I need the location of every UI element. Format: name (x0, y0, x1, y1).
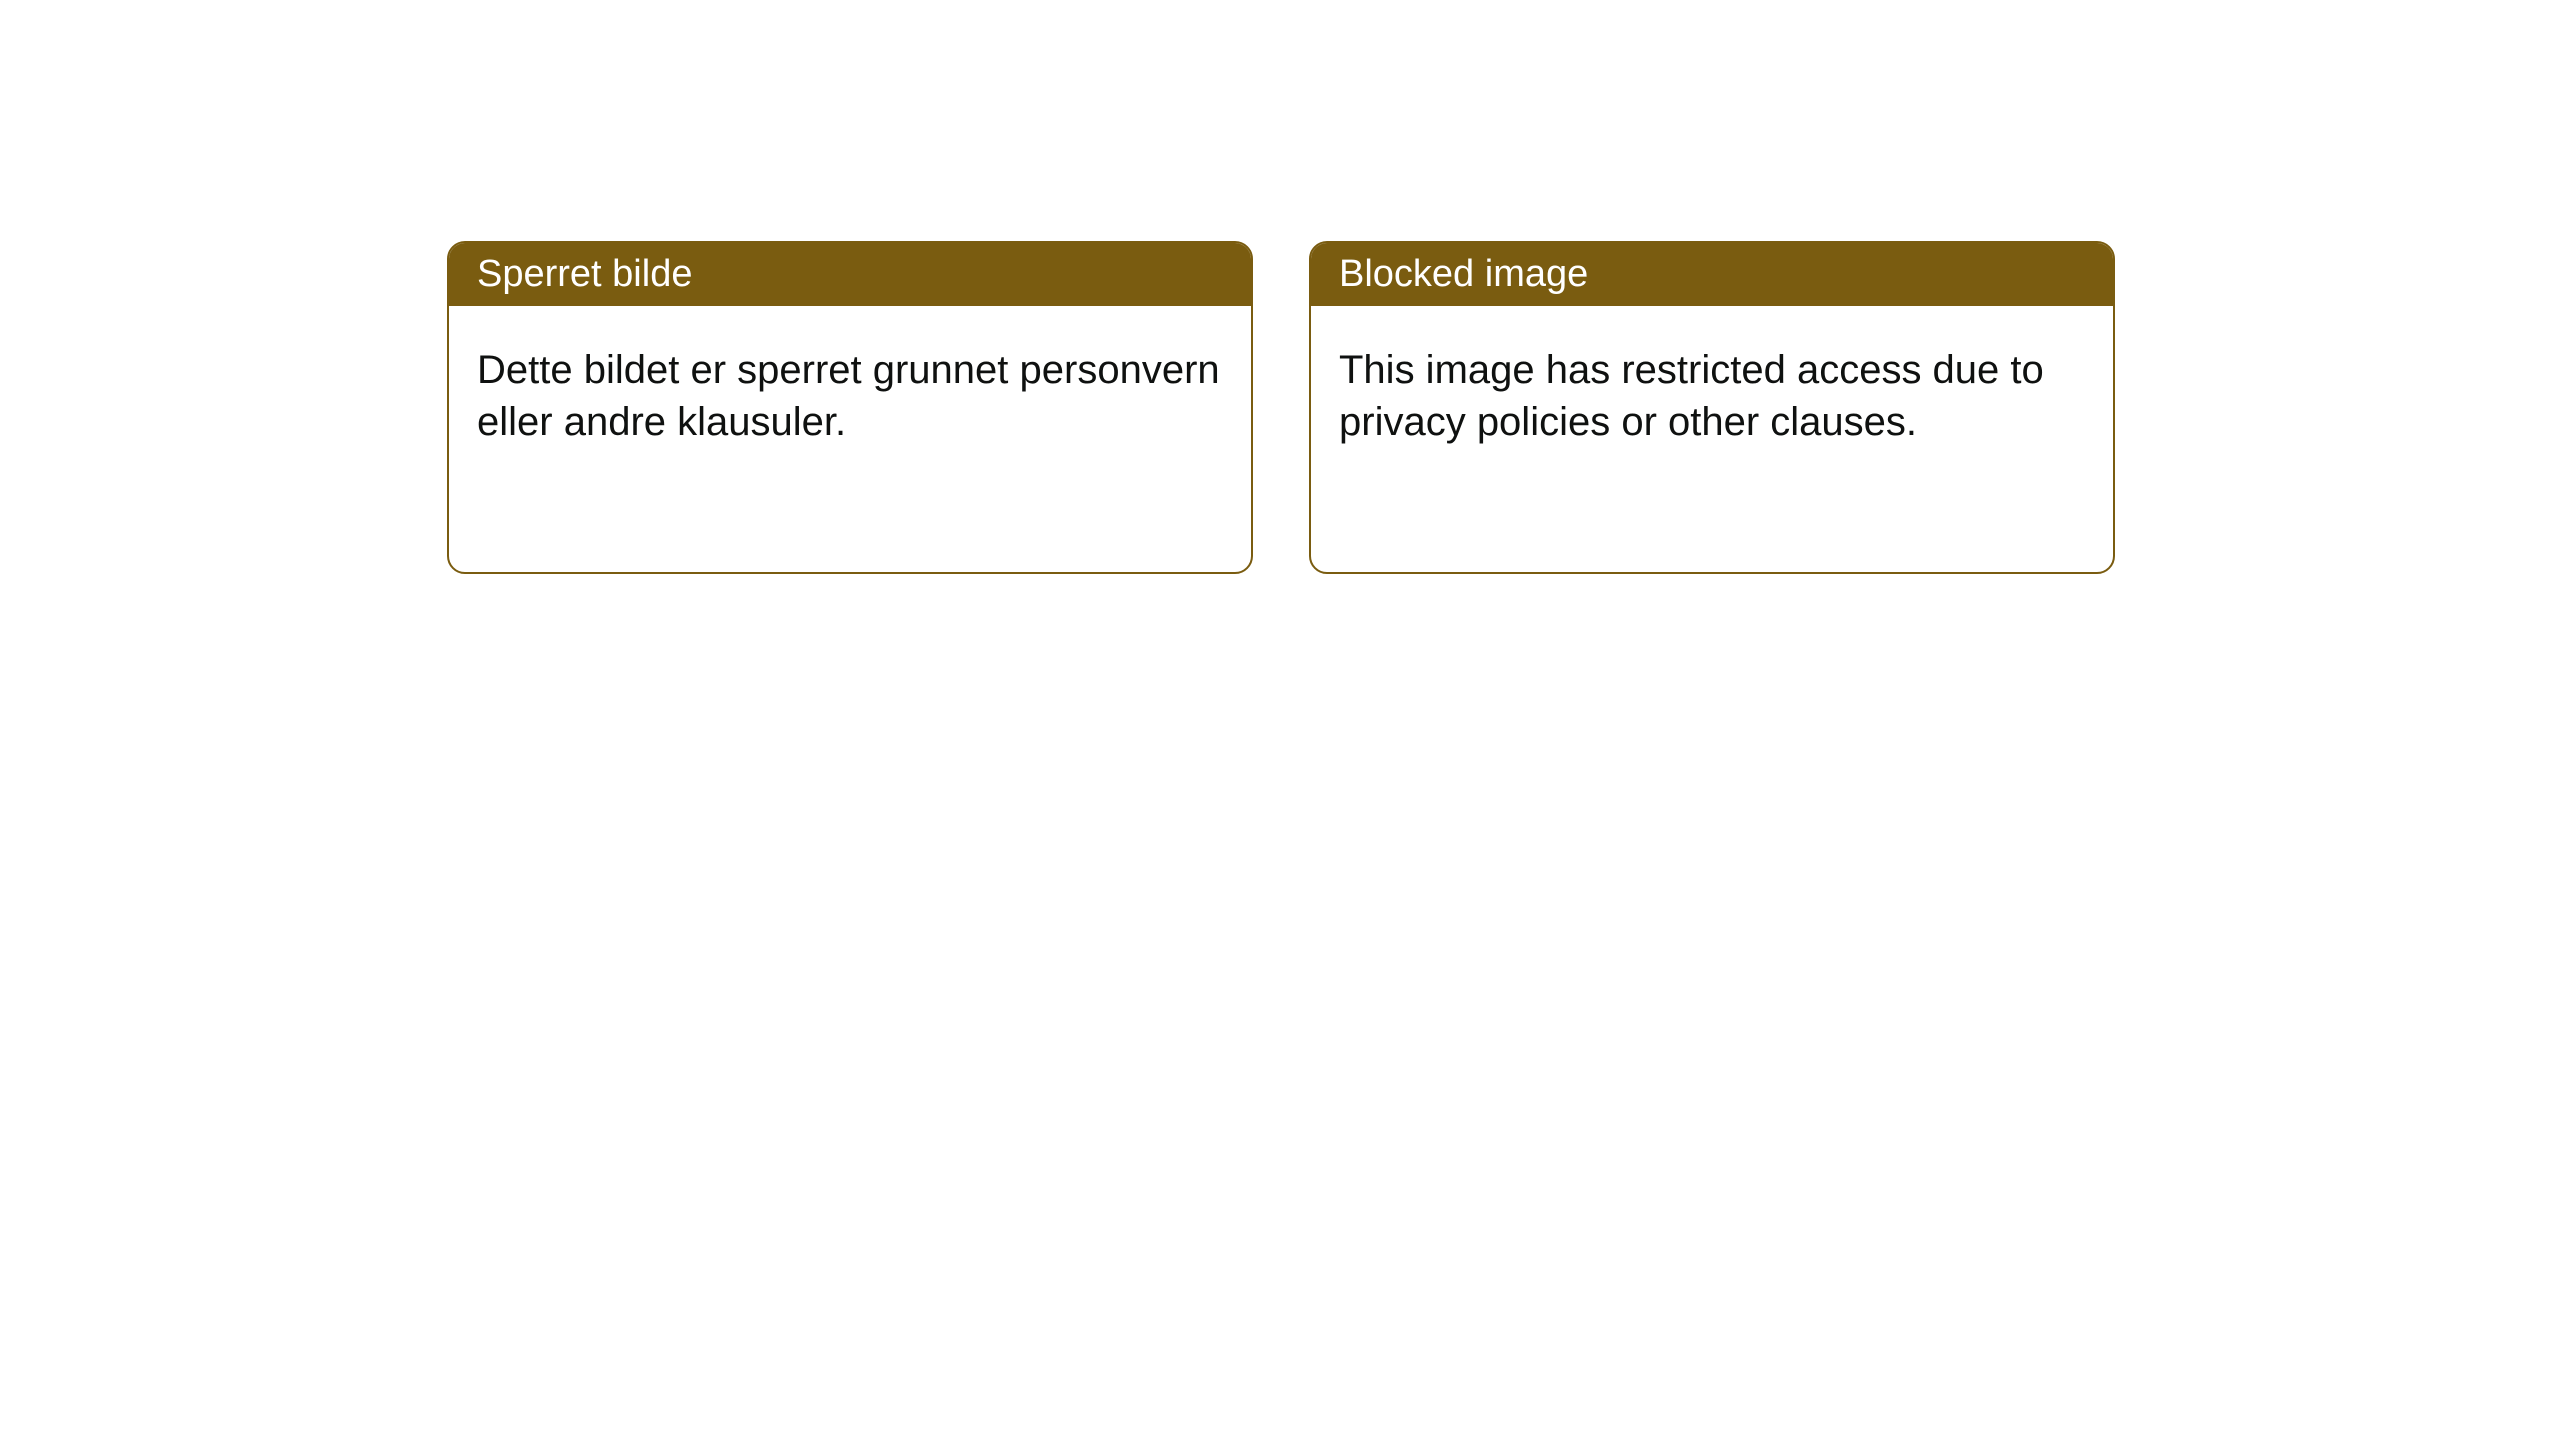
notice-body: This image has restricted access due to … (1311, 306, 2113, 486)
notice-card-english: Blocked image This image has restricted … (1309, 241, 2115, 574)
notice-header: Blocked image (1311, 243, 2113, 306)
notice-header: Sperret bilde (449, 243, 1251, 306)
notice-card-norwegian: Sperret bilde Dette bildet er sperret gr… (447, 241, 1253, 574)
notice-body: Dette bildet er sperret grunnet personve… (449, 306, 1251, 486)
notice-container: Sperret bilde Dette bildet er sperret gr… (0, 0, 2560, 574)
